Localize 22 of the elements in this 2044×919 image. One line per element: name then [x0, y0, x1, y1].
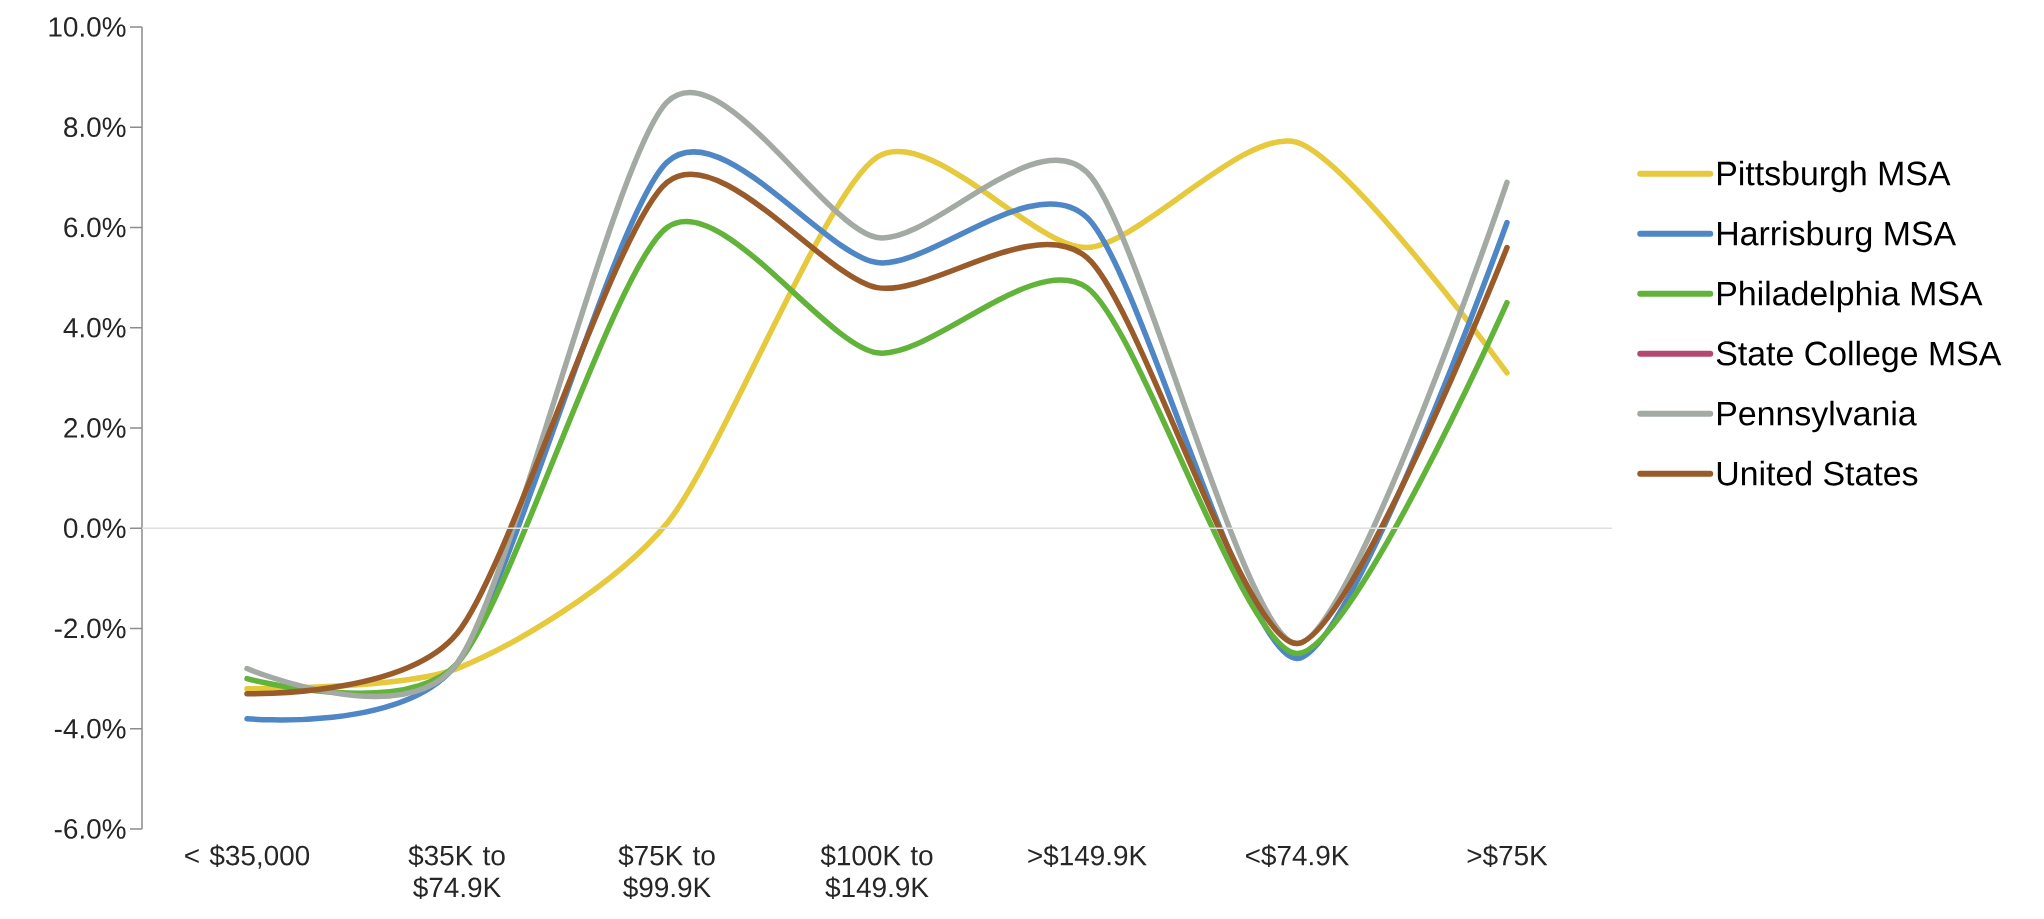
x-tick-label: >$149.9K [1028, 844, 1147, 868]
y-tick-label: 4.0% [63, 317, 126, 338]
y-tick-label: 10.0% [49, 17, 126, 37]
y-tick-label: 8.0% [64, 117, 126, 138]
legend-label: Pennsylvania [1718, 400, 1917, 433]
legend-label: State College MSA [1716, 340, 2002, 373]
x-tick-label: < $35,000 [185, 844, 310, 869]
y-tick-label: -6.0% [54, 819, 126, 839]
legend-label: United States [1717, 460, 1918, 486]
y-tick-label: -4.0% [54, 718, 126, 739]
legend-label: Philadelphia MSA [1718, 280, 1983, 313]
legend-label: Harrisburg MSA [1718, 220, 1957, 253]
y-tick-label: -2.0% [54, 618, 126, 639]
x-tick-label: >$75K [1467, 844, 1548, 868]
x-tick-label: $35K to $74.9K [408, 844, 505, 899]
x-tick-label: $100K to $149.9K [820, 844, 933, 899]
y-tick-label: 2.0% [64, 418, 126, 438]
legend-label: Pittsburgh MSA [1718, 160, 1951, 193]
x-tick-label: <$74.9K [1246, 844, 1350, 868]
x-tick-label: $75K to $99.9K [618, 844, 715, 899]
y-tick-label: 6.0% [64, 217, 126, 238]
y-tick-label: 0.0% [64, 518, 126, 539]
